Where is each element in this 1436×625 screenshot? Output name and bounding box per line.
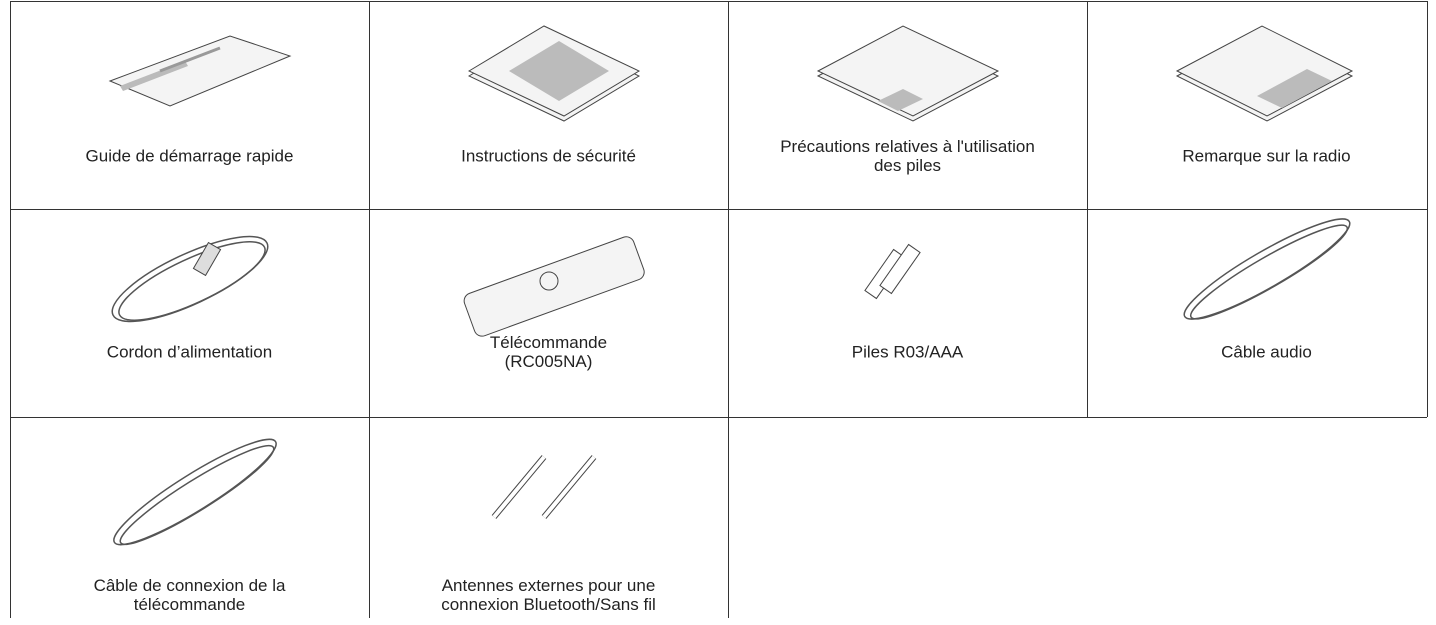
label-line: Câble de connexion de la xyxy=(93,576,286,595)
cell: Instructions de sécurité xyxy=(369,1,728,209)
illustration xyxy=(864,243,921,300)
illustration xyxy=(491,455,597,519)
item-label: Câble audio xyxy=(1087,343,1436,362)
cell: Piles R03/AAA xyxy=(728,209,1087,417)
rule xyxy=(10,1,1427,2)
cell: Guide de démarrage rapide xyxy=(10,1,369,209)
label-line: Guide de démarrage rapide xyxy=(85,146,294,166)
label-line: Câble audio xyxy=(1221,342,1312,362)
label-line: Télécommande xyxy=(489,333,608,352)
illustration xyxy=(111,235,269,323)
rule xyxy=(10,1,11,618)
item-label: Cordon d’alimentation xyxy=(10,343,369,362)
cell: Câble audio xyxy=(1087,209,1436,417)
rule xyxy=(10,209,1427,210)
cell: Antennes externes pour une connexion Blue… xyxy=(369,417,728,625)
label-line: des piles xyxy=(873,156,942,175)
label-line: Remarque sur la radio xyxy=(1182,146,1351,166)
item-label: Instructions de sécurité xyxy=(369,147,728,166)
rule xyxy=(369,1,370,618)
illustration xyxy=(816,25,1000,122)
label-line: Cordon d’alimentation xyxy=(106,342,273,362)
label-line: télécommande xyxy=(133,595,246,614)
item-label: Télécommande (RC005NA) xyxy=(369,333,728,371)
label-line: Piles R03/AAA xyxy=(851,342,964,362)
label-line: connexion Bluetooth/Sans fil xyxy=(441,595,656,614)
label-line: Antennes externes pour une xyxy=(441,576,656,595)
illustration xyxy=(113,438,277,546)
item-label: Précautions relatives à l'utilisation des… xyxy=(728,137,1087,175)
rule xyxy=(1427,1,1428,417)
illustration xyxy=(1183,218,1351,320)
cell: Câble de connexion de la télécommande xyxy=(10,417,369,625)
rule xyxy=(10,417,1427,418)
item-label: Câble de connexion de la télécommande xyxy=(10,576,369,614)
item-label: Guide de démarrage rapide xyxy=(10,147,369,166)
illustration xyxy=(467,25,641,122)
cell: Cordon d’alimentation xyxy=(10,209,369,417)
item-label: Remarque sur la radio xyxy=(1087,147,1436,166)
rule xyxy=(728,1,729,618)
cell: Remarque sur la radio xyxy=(1087,1,1436,209)
illustration xyxy=(108,35,292,107)
label-line: Instructions de sécurité xyxy=(461,146,636,166)
cell: Précautions relatives à l'utilisation des… xyxy=(728,1,1087,209)
item-label: Piles R03/AAA xyxy=(728,343,1087,362)
label-line: Précautions relatives à l'utilisation xyxy=(780,137,1035,156)
rule xyxy=(1087,1,1088,417)
label-line: (RC005NA) xyxy=(504,352,593,371)
illustration xyxy=(463,236,645,337)
illustration xyxy=(1175,25,1354,122)
item-label: Antennes externes pour une connexion Blue… xyxy=(369,576,728,614)
cell: Télécommande (RC005NA) xyxy=(369,209,728,417)
